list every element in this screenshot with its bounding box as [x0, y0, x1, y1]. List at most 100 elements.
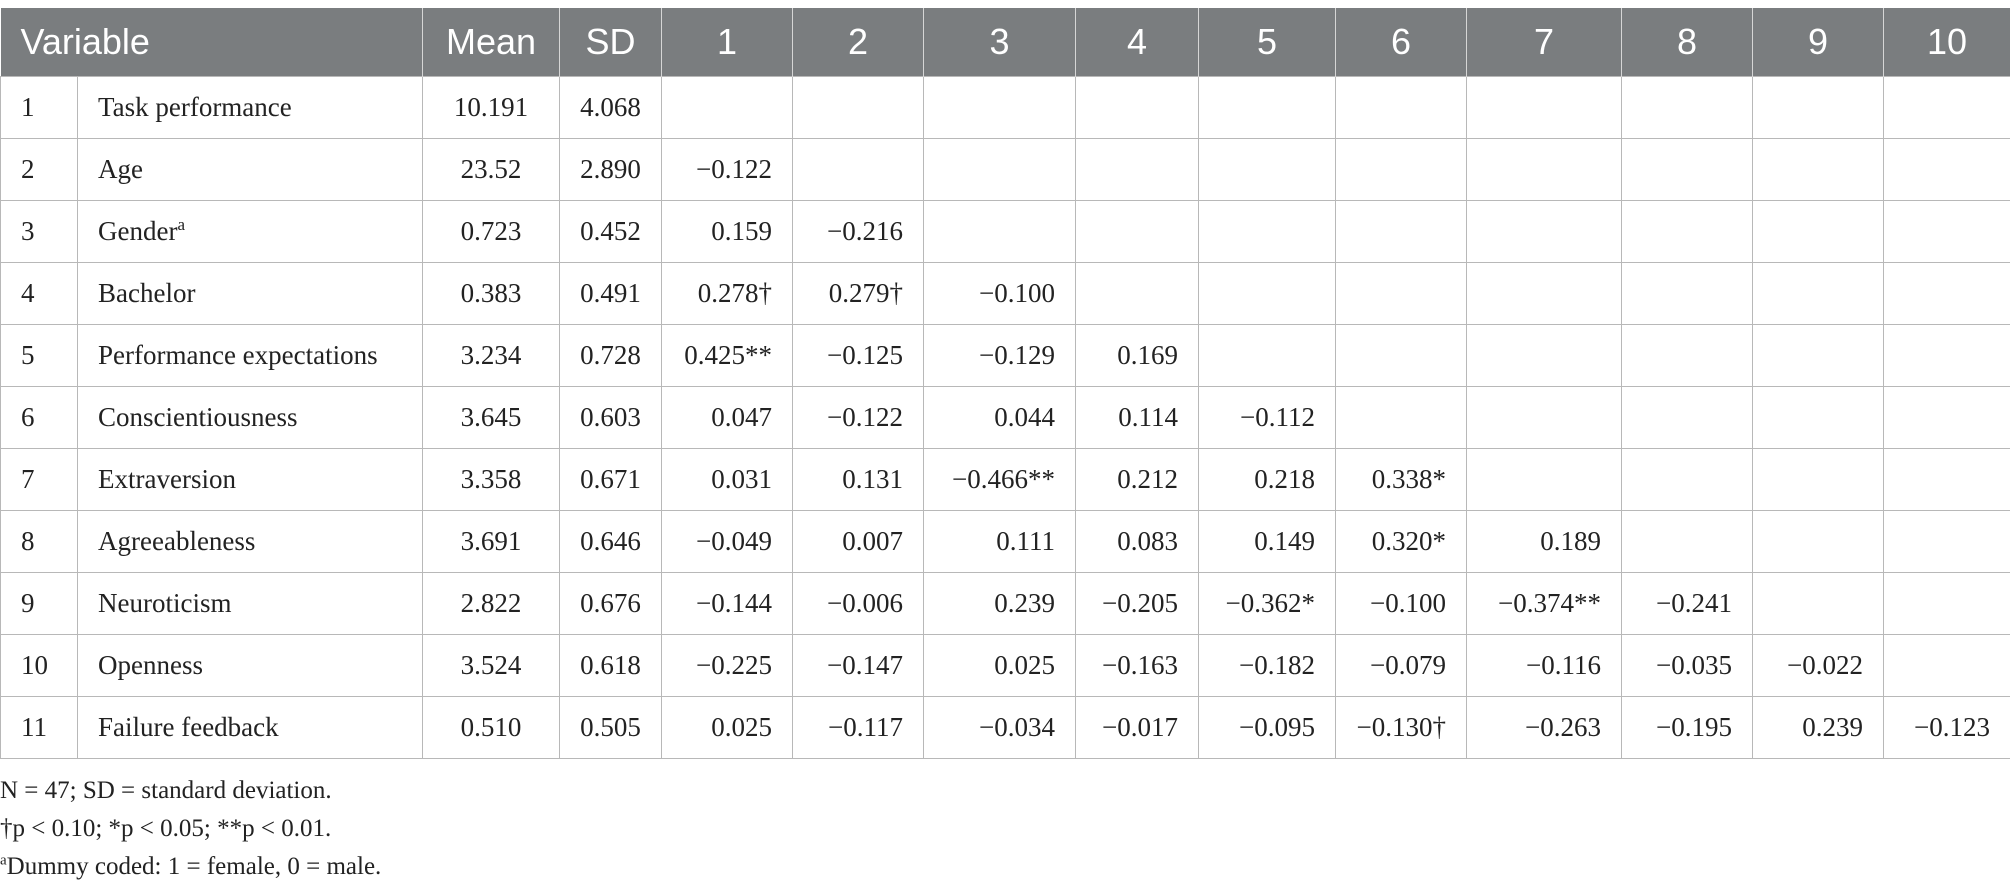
- correlation-cell: −0.466**: [923, 448, 1077, 511]
- variable-name: Failure feedback: [76, 696, 424, 759]
- sd-value: 0.452: [559, 200, 663, 263]
- correlation-cell: [1335, 138, 1468, 201]
- correlation-cell: [1621, 510, 1754, 573]
- correlation-cell: −0.034: [923, 696, 1077, 759]
- header-variable: Variable: [0, 8, 424, 77]
- header-col-6: 6: [1335, 8, 1468, 77]
- correlation-cell: −0.122: [792, 386, 925, 449]
- correlation-cell: [1621, 386, 1754, 449]
- correlation-cell: −0.117: [792, 696, 925, 759]
- mean-value: 0.383: [422, 262, 561, 325]
- table-row: 8 Agreeableness 3.691 0.646 −0.049 0.007 0.111…: [0, 510, 2010, 573]
- correlation-cell: [1075, 200, 1200, 263]
- table-notes: N = 47; SD = standard deviation. †p < 0.…: [0, 774, 381, 888]
- correlation-cell: −0.205: [1075, 572, 1200, 635]
- variable-name: Neuroticism: [76, 572, 424, 635]
- correlation-cell: [1752, 448, 1885, 511]
- variable-name: Performance expectations: [76, 324, 424, 387]
- correlation-cell: [1466, 324, 1623, 387]
- header-col-2: 2: [792, 8, 925, 77]
- variable-name: Bachelor: [76, 262, 424, 325]
- table-row: 7 Extraversion 3.358 0.671 0.031 0.131 −0.466*…: [0, 448, 2010, 511]
- variable-name: Task performance: [76, 76, 424, 139]
- variable-name-text: Bachelor: [98, 278, 196, 308]
- correlation-cell: [1335, 76, 1468, 139]
- sd-value: 0.618: [559, 634, 663, 697]
- correlation-cell: [1466, 76, 1623, 139]
- correlation-cell: −0.374**: [1466, 572, 1623, 635]
- table-row: 5 Performance expectations 3.234 0.728 0.425…: [0, 324, 2010, 387]
- correlation-cell: [1883, 76, 2010, 139]
- correlation-cell: [1883, 448, 2010, 511]
- variable-name: Extraversion: [76, 448, 424, 511]
- correlation-cell: [1075, 138, 1200, 201]
- correlation-cell: 0.025: [661, 696, 794, 759]
- note-dummy-coding-text: Dummy coded: 1 = female, 0 = male.: [6, 853, 382, 880]
- correlation-cell: [1752, 510, 1885, 573]
- sd-value: 0.671: [559, 448, 663, 511]
- mean-value: 0.510: [422, 696, 561, 759]
- correlation-cell: [1335, 324, 1468, 387]
- variable-name-text: Conscientiousness: [98, 402, 298, 432]
- row-number: 5: [0, 324, 78, 387]
- correlation-cell: −0.163: [1075, 634, 1200, 697]
- correlation-cell: −0.129: [923, 324, 1077, 387]
- correlation-cell: [1335, 200, 1468, 263]
- correlation-cell: [923, 138, 1077, 201]
- mean-value: 3.645: [422, 386, 561, 449]
- correlation-cell: [1621, 138, 1754, 201]
- correlation-cell: 0.149: [1198, 510, 1337, 573]
- header-col-4: 4: [1075, 8, 1200, 77]
- sd-value: 0.491: [559, 262, 663, 325]
- correlation-cell: [1466, 262, 1623, 325]
- variable-name: Agreeableness: [76, 510, 424, 573]
- row-number: 8: [0, 510, 78, 573]
- correlation-cell: [1752, 200, 1885, 263]
- table-row: 9 Neuroticism 2.822 0.676 −0.144 −0.006 0.239−…: [0, 572, 2010, 635]
- correlation-cell: [1752, 572, 1885, 635]
- correlation-cell: 0.239: [1752, 696, 1885, 759]
- row-number: 10: [0, 634, 78, 697]
- variable-name-text: Openness: [98, 650, 203, 680]
- correlation-cell: 0.189: [1466, 510, 1623, 573]
- table-row: 1 Task performance 10.191 4.068: [0, 76, 2010, 139]
- correlation-cell: −0.035: [1621, 634, 1754, 697]
- correlation-cell: −0.130†: [1335, 696, 1468, 759]
- mean-value: 3.524: [422, 634, 561, 697]
- variable-name: Openness: [76, 634, 424, 697]
- sd-value: 0.603: [559, 386, 663, 449]
- variable-name-text: Extraversion: [98, 464, 236, 494]
- header-row: Variable Mean SD 1 2 3 4 5 6 7 8 9 10: [0, 8, 2010, 77]
- row-number: 2: [0, 138, 78, 201]
- correlation-cell: [1621, 200, 1754, 263]
- correlation-cell: [1075, 76, 1200, 139]
- correlation-cell: −0.112: [1198, 386, 1337, 449]
- correlation-cell: [1883, 386, 2010, 449]
- correlation-cell: [923, 200, 1077, 263]
- variable-name-text: Failure feedback: [98, 712, 279, 742]
- correlation-cell: [1466, 386, 1623, 449]
- row-number: 1: [0, 76, 78, 139]
- correlation-cell: [1198, 138, 1337, 201]
- correlation-cell: 0.114: [1075, 386, 1200, 449]
- correlation-cell: −0.006: [792, 572, 925, 635]
- correlation-cell: [1198, 324, 1337, 387]
- correlation-cell: −0.017: [1075, 696, 1200, 759]
- correlation-cell: [1466, 448, 1623, 511]
- correlation-cell: −0.116: [1466, 634, 1623, 697]
- variable-name-text: Performance expectations: [98, 340, 378, 370]
- correlation-cell: [1466, 200, 1623, 263]
- correlation-cell: −0.125: [792, 324, 925, 387]
- row-number: 4: [0, 262, 78, 325]
- correlation-cell: [1883, 200, 2010, 263]
- correlation-cell: [1335, 262, 1468, 325]
- variable-name-text: Gender: [98, 216, 178, 246]
- correlation-cell: [1621, 448, 1754, 511]
- sd-value: 0.505: [559, 696, 663, 759]
- header-col-7: 7: [1466, 8, 1623, 77]
- table-row: 10 Openness 3.524 0.618 −0.225 −0.147 0.025 −0.…: [0, 634, 2010, 697]
- correlation-cell: [1752, 138, 1885, 201]
- correlation-cell: [1198, 76, 1337, 139]
- note-dummy-coding: aDummy coded: 1 = female, 0 = male.: [0, 850, 381, 888]
